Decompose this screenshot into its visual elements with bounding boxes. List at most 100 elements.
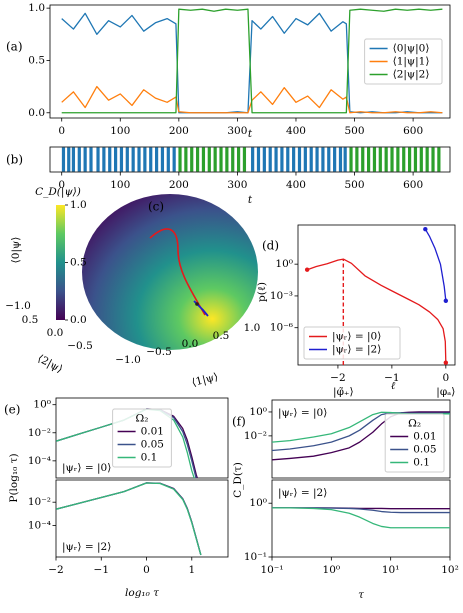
state-stripe [225,147,229,172]
x-tick-label: 200 [169,125,189,137]
x-tick-label: 0 [143,564,150,576]
axis3d-label: ⟨2|ψ⟩ [35,352,65,376]
colorbar-tick-label: 0.0 [70,314,87,326]
x-tick-label: 0 [442,372,449,384]
x-tick-label: 10⁰ [323,564,341,576]
state-stripe [274,147,278,172]
x-tick-label: −2 [48,564,63,576]
legend-title: Ω₂ [136,413,149,425]
series-line [272,507,450,514]
state-stripe [256,147,261,172]
state-stripe [297,147,302,172]
axes-frame [49,146,451,173]
state-stripe [402,147,406,172]
state-stripe [160,147,165,172]
x-tick-label: −1 [384,372,399,384]
state-stripe [378,147,382,172]
y-tick-label: 10⁰ [249,497,267,509]
state-stripe [207,147,211,172]
state-stripe [166,147,170,172]
y-tick-label: 10⁰ [275,258,293,270]
legend-box [112,408,172,468]
panel-label: (b) [6,153,23,167]
y-tick-label: 10⁻³ [270,290,293,302]
state-stripe [390,147,394,172]
legend-label: 0.01 [141,426,164,438]
legend-label: 0.05 [413,444,436,456]
state-stripe [343,147,347,172]
state-stripe [431,147,435,172]
legend-label: 0.1 [141,452,158,464]
bloch-sphere [82,194,258,350]
x-tick-label: 100 [110,125,130,137]
x-tick-label: 10² [441,564,459,576]
state-stripe [366,147,371,172]
x-tick-label: 600 [403,125,423,137]
annotation: |ψᵣ⟩ = |2⟩ [62,541,111,554]
state-stripe [236,147,241,172]
axis3d-tick-label: −1.0 [5,300,31,312]
x-tick-label: 100 [110,179,130,191]
panel-label: (a) [6,40,23,54]
x-tick-label: 10¹ [382,564,400,576]
axis3d-tick-label: −0.5 [146,346,172,358]
x-tick-label: 400 [286,125,306,137]
legend-title: Ω₂ [408,418,421,430]
endpoint-marker [443,298,449,303]
y-tick-label: 0.5 [28,54,45,66]
x-tick-label: 300 [227,179,247,191]
state-stripe [71,147,76,172]
x-tick-label: 0 [58,125,65,137]
axes-frame [271,399,451,479]
x-tick-label: 500 [345,125,365,137]
panel-label: (f) [232,415,246,429]
x-axis-label: t [248,194,253,206]
state-stripe [338,147,343,172]
state-stripe [131,147,135,172]
state-stripe [321,147,325,172]
x-tick-label: 0 [58,179,65,191]
state-stripe [113,147,118,172]
axes-frame [55,397,229,479]
y-tick-label: 10⁻⁴ [28,455,51,467]
axis3d-tick-label: −1.0 [115,354,141,366]
panel-label: (d) [262,239,279,253]
state-stripe [425,147,429,172]
y-tick-label: 10⁰ [33,399,51,411]
colorbar-tick-label: 0.5 [70,257,87,269]
x-tick-label: 400 [286,179,306,191]
annotation: |ψᵣ⟩ = |0⟩ [62,462,111,475]
state-stripe [154,147,159,172]
state-stripe [172,147,176,172]
state-stripe [315,147,319,172]
colorbar-label: C_D(|ψ⟩) [35,186,81,199]
y-axis-label: p(ℓ) [256,282,268,302]
state-stripe [67,147,71,172]
endpoint-marker [443,360,449,365]
x-tick-label: 1 [188,564,195,576]
state-stripe [89,147,93,172]
x-axis-label: t [248,128,253,140]
colorbar [56,205,65,320]
state-stripe [262,147,266,172]
x-tick-label: −2 [330,372,345,384]
x-axis-label: ℓ [391,380,396,392]
state-stripe [333,147,337,172]
series-line [61,8,443,114]
axes-frame [49,4,451,119]
state-stripe [190,147,194,172]
axis3d-tick-label: −0.5 [67,340,93,352]
state-stripe [184,147,188,172]
axis3d-label: ⟨1|ψ⟩ [191,371,220,390]
state-stripe [384,147,388,172]
state-stripe [251,147,255,172]
state-stripe [61,147,66,172]
state-stripe [231,147,235,172]
legend-label: |ψᵣ⟩ = |0⟩ [332,331,381,344]
state-stripe [355,147,359,172]
state-stripe [437,147,441,172]
state-stripe [143,147,147,172]
state-stripe [413,147,418,172]
legend-label: ⟨1|ψ|1⟩ [393,56,430,69]
